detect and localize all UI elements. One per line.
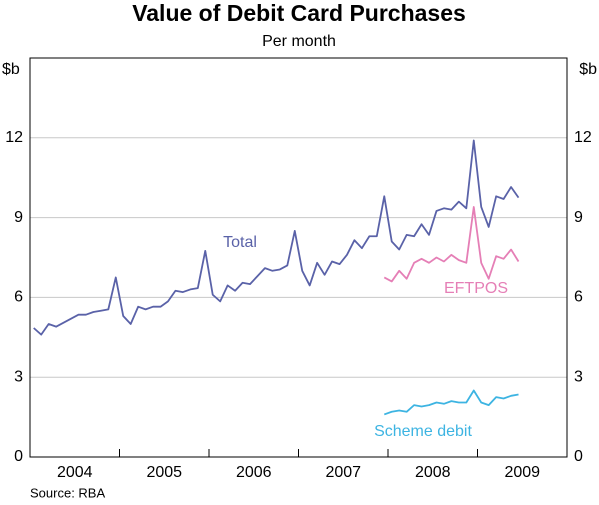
x-tick-label: 2006 [236, 464, 272, 481]
x-tick-label: 2005 [146, 464, 182, 481]
y2-tick-label: 0 [574, 448, 583, 465]
y-tick-label: 12 [5, 129, 23, 146]
series-line [383, 206, 520, 283]
y-axis-label: $b [2, 61, 20, 78]
source-note: Source: RBA [30, 485, 105, 500]
series-label: Total [223, 234, 257, 251]
x-tick-label: 2007 [325, 464, 361, 481]
y2-tick-label: 12 [574, 129, 592, 146]
series-label: EFTPOS [444, 280, 508, 297]
series-label: Scheme debit [374, 423, 472, 440]
y2-axis-label: $b [579, 61, 597, 78]
x-tick-label: 2009 [504, 464, 540, 481]
plot-frame [29, 57, 568, 458]
y-tick-label: 6 [14, 289, 23, 306]
y-tick-label: 0 [14, 448, 23, 465]
series-line [383, 389, 519, 416]
y2-tick-label: 6 [574, 289, 583, 306]
x-tick-label: 2004 [57, 464, 93, 481]
y2-tick-label: 9 [574, 209, 583, 226]
chart-title: Value of Debit Card Purchases [132, 0, 466, 26]
x-tick-label: 2008 [415, 464, 451, 481]
y2-tick-label: 3 [574, 368, 583, 385]
y-tick-label: 3 [14, 368, 23, 385]
series-line [33, 139, 520, 336]
chart-subtitle: Per month [262, 33, 336, 50]
y-tick-label: 9 [14, 209, 23, 226]
